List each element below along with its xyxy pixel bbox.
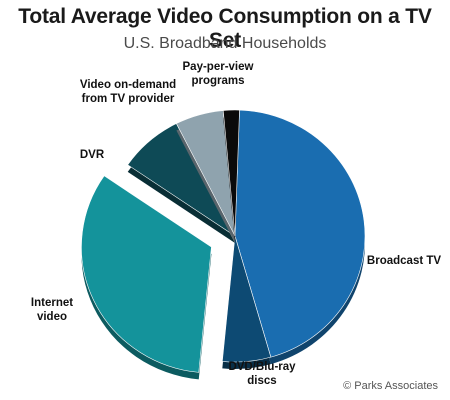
slice-label-line: DVD/Blu-ray (228, 361, 296, 373)
copyright-text: © Parks Associates (343, 380, 438, 392)
slice-label-line: Internet (31, 297, 73, 309)
slice-label-line: programs (191, 75, 244, 87)
pie-slice-1 (221, 235, 272, 363)
slice-label-5: Pay-per-view programs (183, 61, 254, 87)
slice-label-4: Video on-demand from TV provider (80, 79, 176, 105)
pie-slice-0 (234, 109, 366, 358)
slice-label-3: DVR (80, 149, 105, 161)
slice-label-line: video (37, 311, 67, 323)
slice-label-line: Video on-demand (80, 79, 176, 91)
slice-label-1: DVD/Blu-ray discs (228, 361, 296, 387)
chart-subtitle: U.S. Broadband Households (123, 35, 327, 52)
slice-label-line: discs (247, 375, 276, 387)
chart-title: Total Average Video Consumption on a TV … (18, 5, 432, 52)
slice-label-line: from TV provider (82, 93, 175, 105)
pie-slice-2 (81, 175, 212, 373)
slice-label-2: Internet video (31, 297, 73, 323)
pie-slice-5 (222, 109, 240, 237)
slice-label-line: Broadcast TV (367, 255, 441, 267)
slice-label-line: DVR (80, 149, 105, 161)
slice-label-line: Pay-per-view (183, 61, 254, 73)
slice-label-0: Broadcast TV (367, 255, 441, 267)
